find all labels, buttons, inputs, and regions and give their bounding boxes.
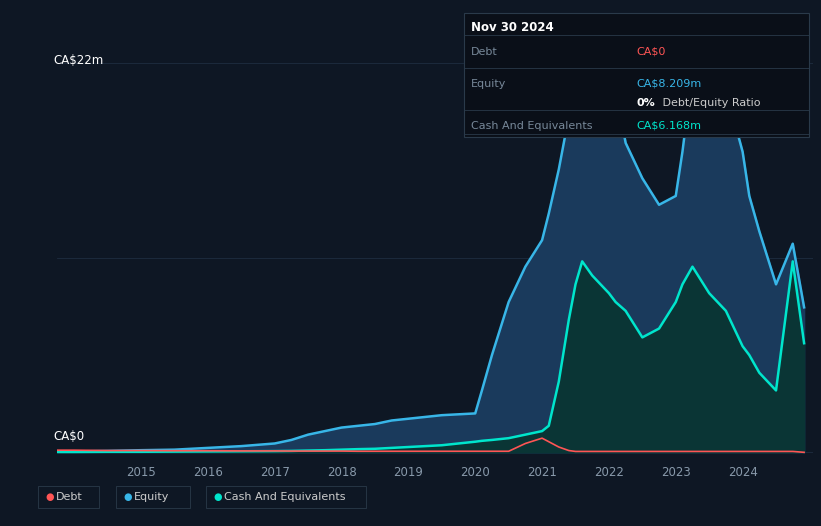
- Text: CA$22m: CA$22m: [53, 54, 104, 67]
- Text: CA$6.168m: CA$6.168m: [636, 120, 701, 130]
- Text: ●: ●: [123, 492, 131, 502]
- Text: Equity: Equity: [134, 492, 169, 502]
- Text: ●: ●: [213, 492, 222, 502]
- Text: CA$8.209m: CA$8.209m: [636, 79, 701, 89]
- Text: CA$0: CA$0: [636, 46, 666, 56]
- Text: Debt/Equity Ratio: Debt/Equity Ratio: [658, 98, 760, 108]
- Text: Cash And Equivalents: Cash And Equivalents: [470, 120, 592, 130]
- Text: CA$0: CA$0: [53, 430, 85, 443]
- Text: Nov 30 2024: Nov 30 2024: [470, 21, 553, 34]
- Text: Debt: Debt: [470, 46, 498, 56]
- Text: Equity: Equity: [470, 79, 506, 89]
- Text: 0%: 0%: [636, 98, 655, 108]
- Text: Debt: Debt: [56, 492, 83, 502]
- Text: ●: ●: [45, 492, 53, 502]
- Text: Cash And Equivalents: Cash And Equivalents: [224, 492, 346, 502]
